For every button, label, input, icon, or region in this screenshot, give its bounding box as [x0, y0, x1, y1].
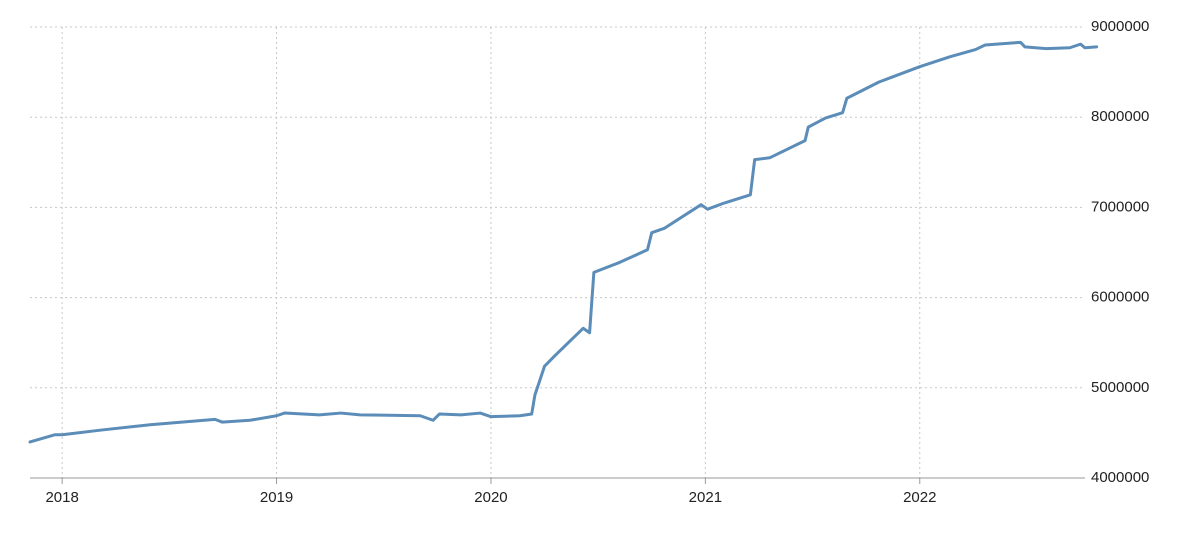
y-tick-label: 4000000	[1091, 469, 1149, 486]
y-tick-label: 8000000	[1091, 108, 1149, 125]
data-line	[28, 40, 1099, 444]
x-tick-label: 2018	[45, 489, 78, 506]
y-tick-label: 9000000	[1091, 18, 1149, 35]
y-tick-label: 7000000	[1091, 198, 1149, 215]
x-tick-label: 2020	[474, 489, 507, 506]
y-tick-label: 6000000	[1091, 289, 1149, 306]
y-tick-label: 5000000	[1091, 379, 1149, 396]
x-tick-label: 2021	[689, 489, 722, 506]
x-tick-label: 2022	[903, 489, 936, 506]
x-tick-label: 2019	[260, 489, 293, 506]
